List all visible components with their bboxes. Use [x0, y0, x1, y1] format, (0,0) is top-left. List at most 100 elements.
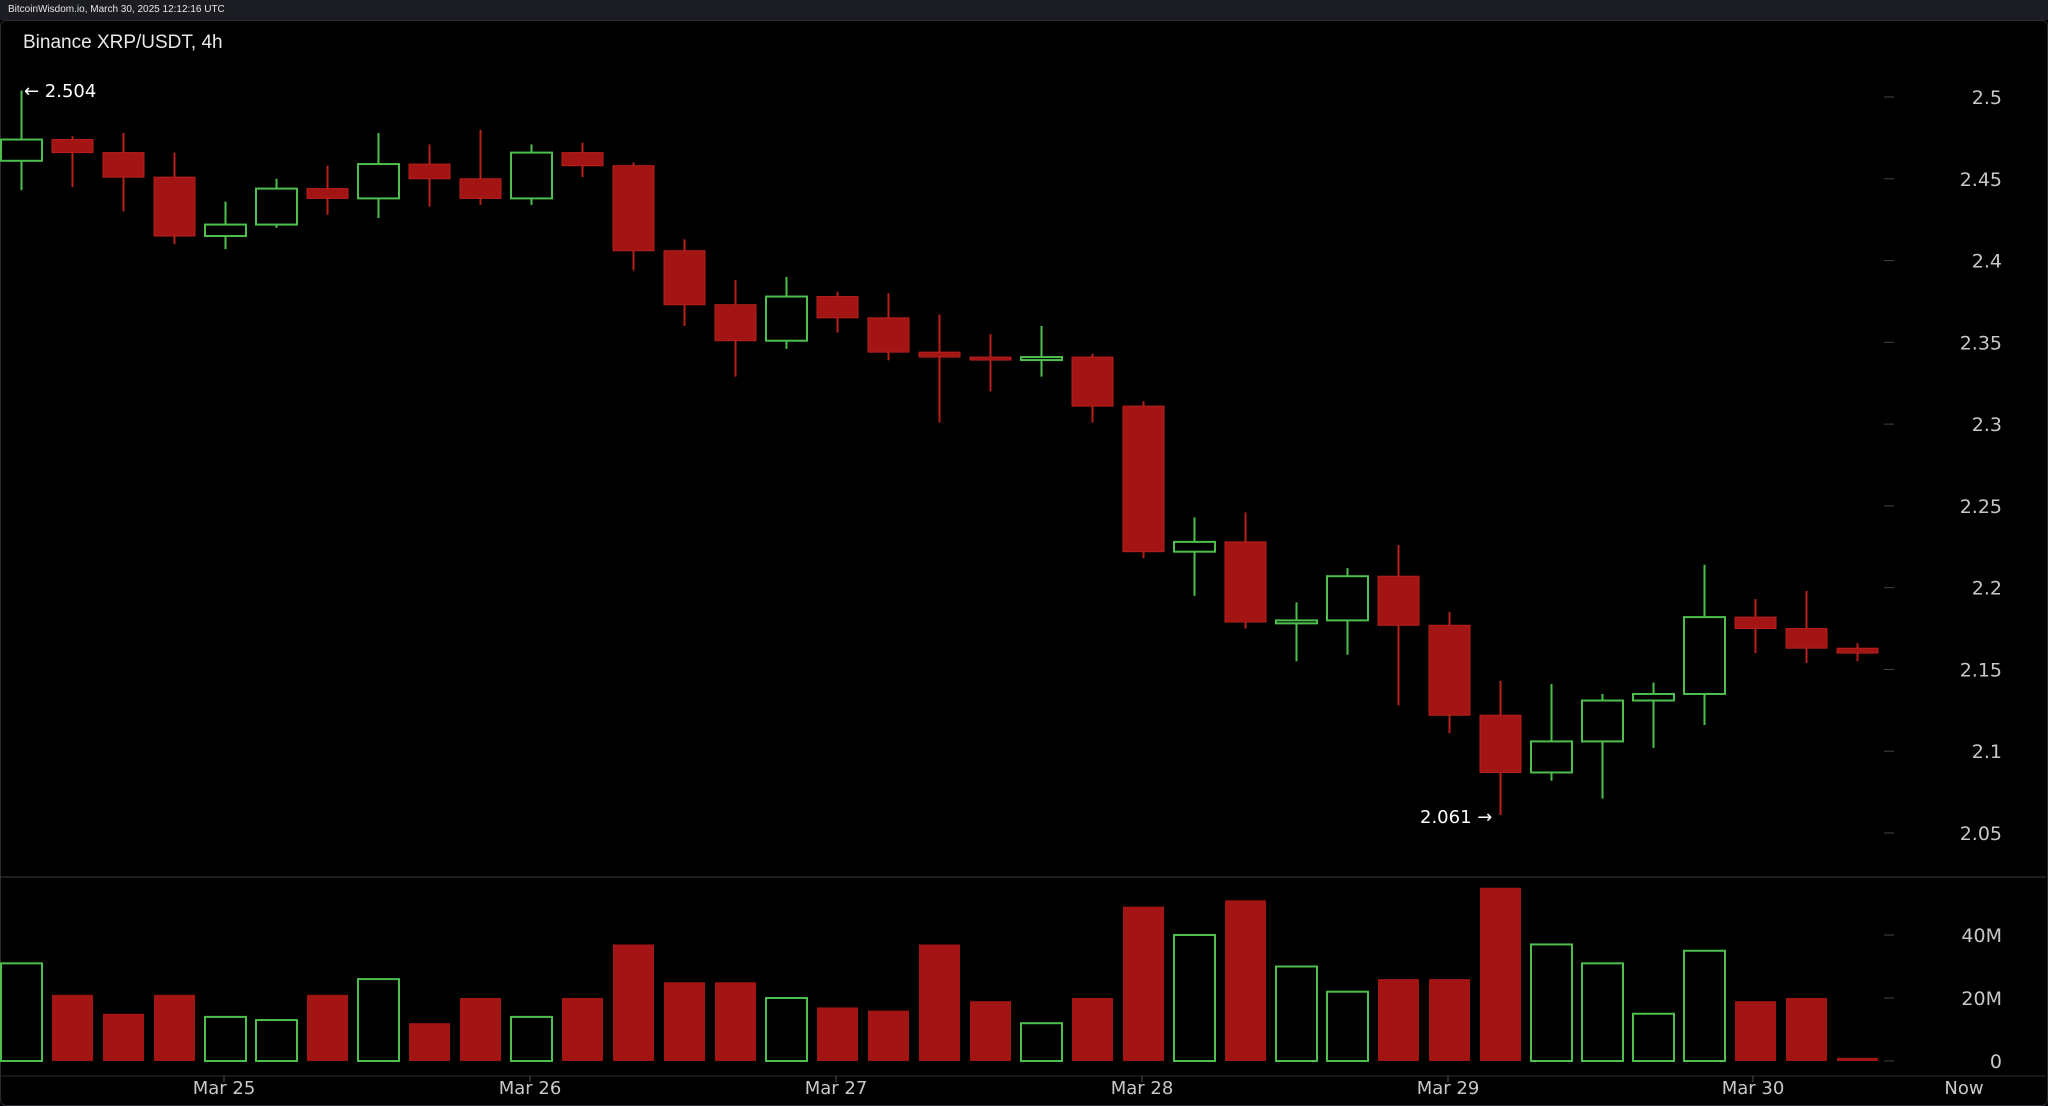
- high-annotation: ← 2.504: [24, 81, 96, 102]
- candle-body-up: [1530, 740, 1573, 774]
- top-bar: BitcoinWisdom.io, March 30, 2025 12:12:1…: [0, 0, 2048, 20]
- volume-bar-down: [1480, 887, 1521, 1061]
- candle-body-up: [765, 295, 808, 342]
- candle-body-up: [1326, 575, 1369, 622]
- volume-bar-up: [255, 1019, 298, 1062]
- price-tick-label: 2.5: [1972, 87, 2002, 109]
- candle-body-down: [408, 163, 451, 180]
- volume-tick-label: 20M: [1961, 988, 2002, 1010]
- candle-body-down: [969, 356, 1012, 361]
- price-tick-label: 2.15: [1960, 659, 2002, 681]
- candle-body-up: [1683, 616, 1726, 695]
- candle-body-up: [204, 223, 247, 238]
- candle-body-down: [612, 165, 655, 252]
- volume-bar-down: [970, 1001, 1011, 1061]
- price-tick-label: 2.1: [1972, 741, 2002, 763]
- candle-body-up: [357, 163, 400, 200]
- volume-bar-up: [1581, 962, 1624, 1062]
- candle-body-down: [918, 351, 961, 358]
- time-tick-label: Mar 27: [805, 1078, 868, 1099]
- price-tick-label: 2.35: [1960, 332, 2002, 354]
- volume-bar-up: [1020, 1022, 1063, 1063]
- chart-frame: [0, 20, 2048, 1106]
- candle-body-up: [0, 138, 43, 162]
- source-text: BitcoinWisdom.io, March 30, 2025 12:12:1…: [8, 4, 225, 15]
- time-tick-label: Now: [1944, 1078, 1983, 1099]
- low-annotation: 2.061 →: [1420, 807, 1492, 828]
- volume-bar-down: [664, 982, 705, 1061]
- volume-bar-up: [1275, 965, 1318, 1062]
- volume-bar-down: [1429, 979, 1470, 1061]
- candle-body-up: [1581, 699, 1624, 743]
- volume-bar-up: [1173, 934, 1216, 1062]
- volume-bar-down: [868, 1010, 909, 1061]
- chart-title: Binance XRP/USDT, 4h: [23, 32, 223, 53]
- candle-body-down: [459, 178, 502, 199]
- volume-bar-down: [1735, 1001, 1776, 1061]
- volume-axis: 40M 20M 0: [1884, 925, 2002, 1073]
- candle-body-down: [1224, 541, 1267, 623]
- volume-bar-down: [1072, 998, 1113, 1061]
- candle-body-down: [1479, 714, 1522, 773]
- volume-bar-down: [1837, 1057, 1878, 1061]
- price-tick-label: 2.3: [1972, 414, 2002, 436]
- volume-bar-down: [1378, 979, 1419, 1061]
- candle-body-down: [153, 176, 196, 237]
- candle-body-up: [255, 187, 298, 226]
- volume-bar-down: [103, 1013, 144, 1061]
- candle-body-up: [1632, 692, 1675, 702]
- time-axis: Mar 25 Mar 26 Mar 27 Mar 28 Mar 29 Mar 30 Now: [193, 1076, 1984, 1099]
- volume-bar-down: [154, 994, 195, 1061]
- volume-bar-up: [204, 1015, 247, 1063]
- candle-body-down: [1836, 647, 1879, 654]
- price-axis: 2.5 2.45 2.4 2.35 2.3 2.25 2.2 2.15 2.1 2.05: [1884, 87, 2002, 845]
- candle-body-down: [816, 296, 859, 319]
- volume-bar-up: [1632, 1012, 1675, 1062]
- volume-tick-label: 40M: [1961, 925, 2002, 947]
- price-tick-label: 2.4: [1972, 251, 2002, 273]
- candle-body-down: [561, 152, 604, 167]
- volume-bar-up: [1683, 949, 1726, 1062]
- candle-body-down: [1377, 575, 1420, 626]
- volume-bar-down: [52, 994, 93, 1061]
- volume-bar-up: [0, 962, 43, 1062]
- candle-body-down: [102, 152, 145, 178]
- candles: [0, 90, 1879, 816]
- volume-bar-down: [613, 944, 654, 1061]
- time-tick-label: Mar 25: [193, 1078, 256, 1099]
- price-tick-label: 2.05: [1960, 823, 2002, 845]
- candle-body-up: [510, 151, 553, 200]
- volume-bar-down: [409, 1023, 450, 1061]
- volume-bar-down: [1786, 998, 1827, 1061]
- candle-body-up: [1020, 356, 1063, 362]
- price-tick-label: 2.2: [1972, 578, 2002, 600]
- candle-body-down: [1734, 616, 1777, 630]
- time-tick-label: Mar 29: [1417, 1078, 1480, 1099]
- volume-bar-down: [715, 982, 756, 1061]
- time-tick-label: Mar 30: [1722, 1078, 1785, 1099]
- volume-bar-up: [765, 997, 808, 1062]
- volume-bar-up: [357, 978, 400, 1062]
- volume-bar-down: [460, 998, 501, 1061]
- candle-body-down: [867, 317, 910, 353]
- volume-bar-up: [510, 1015, 553, 1063]
- candle-body-down: [663, 250, 706, 306]
- price-tick-label: 2.45: [1960, 169, 2002, 191]
- time-tick-label: Mar 26: [499, 1078, 562, 1099]
- volume-bars: [0, 887, 1878, 1063]
- candle-body-down: [51, 139, 94, 154]
- volume-bar-down: [1123, 906, 1164, 1061]
- candle-body-up: [1173, 540, 1216, 553]
- volume-bar-down: [817, 1007, 858, 1061]
- candle-body-down: [1071, 356, 1114, 407]
- candle-body-down: [1428, 624, 1471, 716]
- time-tick-label: Mar 28: [1111, 1078, 1174, 1099]
- volume-tick-label: 0: [1990, 1051, 2002, 1073]
- volume-bar-down: [1225, 900, 1266, 1061]
- candle-body-down: [1122, 405, 1165, 553]
- candle-body-down: [306, 188, 349, 199]
- volume-bar-up: [1530, 943, 1573, 1063]
- volume-bar-down: [307, 994, 348, 1061]
- volume-bar-down: [919, 944, 960, 1061]
